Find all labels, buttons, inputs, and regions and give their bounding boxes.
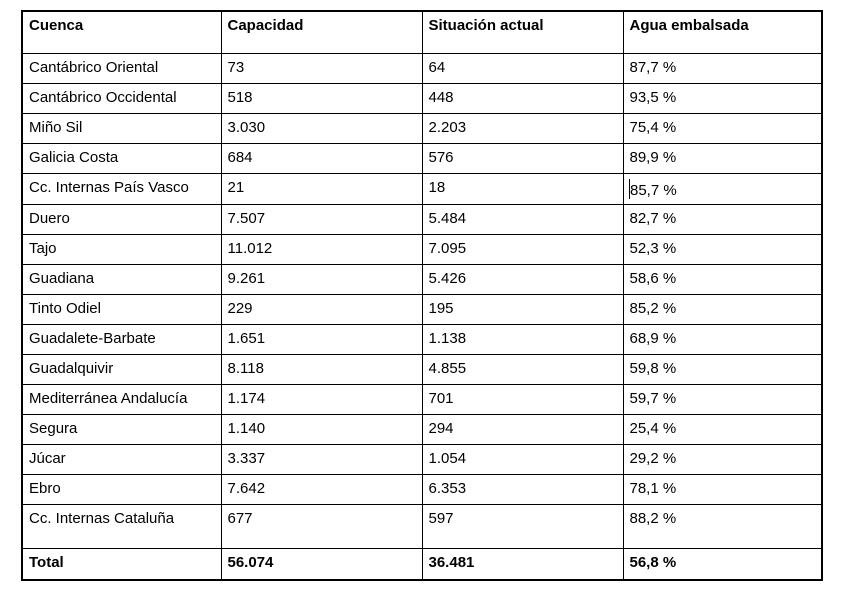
cell-capacidad[interactable]: 1.651	[220, 324, 423, 355]
cell-cuenca[interactable]: Guadiana	[21, 264, 222, 295]
table-row-cantabrico-oriental: Cantábrico Oriental 73 64 87,7 %	[21, 53, 823, 84]
cell-cuenca[interactable]: Cc. Internas País Vasco	[21, 173, 222, 205]
table-row-guadalquivir: Guadalquivir 8.118 4.855 59,8 %	[21, 354, 823, 385]
table-row-guadalete-barbate: Guadalete-Barbate 1.651 1.138 68,9 %	[21, 324, 823, 355]
cell-agua-embalsada[interactable]: 78,1 %	[622, 474, 823, 505]
cell-agua-embalsada[interactable]: 59,7 %	[622, 384, 823, 415]
cell-situacion-actual[interactable]: 1.138	[421, 324, 624, 355]
cell-capacidad[interactable]: 518	[220, 83, 423, 114]
cell-capacidad[interactable]: 229	[220, 294, 423, 325]
cell-capacidad[interactable]: 8.118	[220, 354, 423, 385]
cell-cuenca[interactable]: Guadalquivir	[21, 354, 222, 385]
text-cursor	[628, 179, 630, 199]
total-cell-capacidad[interactable]: 56.074	[220, 548, 423, 581]
cell-agua-embalsada[interactable]: 75,4 %	[622, 113, 823, 144]
column-header-cuenca[interactable]: Cuenca	[21, 10, 222, 54]
cell-situacion-actual[interactable]: 4.855	[421, 354, 624, 385]
cell-capacidad[interactable]: 21	[220, 173, 423, 205]
cell-situacion-actual[interactable]: 597	[421, 504, 624, 549]
cell-cuenca[interactable]: Galicia Costa	[21, 143, 222, 174]
cell-capacidad[interactable]: 1.140	[220, 414, 423, 445]
cell-agua-embalsada[interactable]: 85,7 %	[622, 173, 823, 205]
table-row-cc-internas-pais-vasco: Cc. Internas País Vasco 21 18 85,7 %	[21, 173, 823, 205]
cell-capacidad[interactable]: 73	[220, 53, 423, 84]
cell-cuenca[interactable]: Tinto Odiel	[21, 294, 222, 325]
total-cell-agua-embalsada[interactable]: 56,8 %	[622, 548, 823, 581]
total-cell-situacion-actual[interactable]: 36.481	[421, 548, 624, 581]
cell-cuenca[interactable]: Cantábrico Oriental	[21, 53, 222, 84]
cell-capacidad[interactable]: 677	[220, 504, 423, 549]
cell-capacidad[interactable]: 9.261	[220, 264, 423, 295]
cell-cuenca[interactable]: Júcar	[21, 444, 222, 475]
cell-agua-embalsada[interactable]: 93,5 %	[622, 83, 823, 114]
cell-cuenca[interactable]: Segura	[21, 414, 222, 445]
cell-capacidad[interactable]: 11.012	[220, 234, 423, 265]
cell-situacion-actual[interactable]: 195	[421, 294, 624, 325]
cell-situacion-actual[interactable]: 18	[421, 173, 624, 205]
cell-agua-embalsada[interactable]: 82,7 %	[622, 204, 823, 235]
cell-cuenca[interactable]: Tajo	[21, 234, 222, 265]
table-row-tinto-odiel: Tinto Odiel 229 195 85,2 %	[21, 294, 823, 325]
cell-situacion-actual[interactable]: 2.203	[421, 113, 624, 144]
table-row-ebro: Ebro 7.642 6.353 78,1 %	[21, 474, 823, 505]
cell-agua-embalsada[interactable]: 88,2 %	[622, 504, 823, 549]
cell-cuenca[interactable]: Ebro	[21, 474, 222, 505]
table-row-mediterranea-andalucia: Mediterránea Andalucía 1.174 701 59,7 %	[21, 384, 823, 415]
cell-capacidad[interactable]: 3.030	[220, 113, 423, 144]
table-row-cantabrico-occidental: Cantábrico Occidental 518 448 93,5 %	[21, 83, 823, 114]
cell-capacidad[interactable]: 7.642	[220, 474, 423, 505]
cell-situacion-actual[interactable]: 576	[421, 143, 624, 174]
cell-agua-embalsada[interactable]: 58,6 %	[622, 264, 823, 295]
cell-agua-embalsada[interactable]: 25,4 %	[622, 414, 823, 445]
table-row-segura: Segura 1.140 294 25,4 %	[21, 414, 823, 445]
cell-cuenca[interactable]: Cc. Internas Cataluña	[21, 504, 222, 549]
cell-situacion-actual[interactable]: 5.426	[421, 264, 624, 295]
total-cell-cuenca[interactable]: Total	[21, 548, 222, 581]
table-row-cc-internas-cataluna: Cc. Internas Cataluña 677 597 88,2 %	[21, 504, 823, 549]
cell-agua-embalsada[interactable]: 52,3 %	[622, 234, 823, 265]
column-header-situacion-actual[interactable]: Situación actual	[421, 10, 624, 54]
table-row-mino-sil: Miño Sil 3.030 2.203 75,4 %	[21, 113, 823, 144]
cell-agua-embalsada[interactable]: 87,7 %	[622, 53, 823, 84]
cell-situacion-actual[interactable]: 1.054	[421, 444, 624, 475]
cell-cuenca[interactable]: Miño Sil	[21, 113, 222, 144]
cell-cuenca[interactable]: Cantábrico Occidental	[21, 83, 222, 114]
table-row-galicia-costa: Galicia Costa 684 576 89,9 %	[21, 143, 823, 174]
cell-agua-embalsada[interactable]: 68,9 %	[622, 324, 823, 355]
cell-capacidad[interactable]: 7.507	[220, 204, 423, 235]
cell-situacion-actual[interactable]: 7.095	[421, 234, 624, 265]
cell-cuenca[interactable]: Mediterránea Andalucía	[21, 384, 222, 415]
cell-situacion-actual[interactable]: 294	[421, 414, 624, 445]
cell-capacidad[interactable]: 3.337	[220, 444, 423, 475]
cell-situacion-actual[interactable]: 64	[421, 53, 624, 84]
table-row-duero: Duero 7.507 5.484 82,7 %	[21, 204, 823, 235]
cell-capacidad[interactable]: 684	[220, 143, 423, 174]
cell-cuenca[interactable]: Guadalete-Barbate	[21, 324, 222, 355]
column-header-agua-embalsada[interactable]: Agua embalsada	[622, 10, 823, 54]
cell-capacidad[interactable]: 1.174	[220, 384, 423, 415]
cell-agua-embalsada[interactable]: 59,8 %	[622, 354, 823, 385]
cell-agua-embalsada[interactable]: 29,2 %	[622, 444, 823, 475]
table-row-tajo: Tajo 11.012 7.095 52,3 %	[21, 234, 823, 265]
water-reservoir-table: Cuenca Capacidad Situación actual Agua emba…	[21, 10, 823, 581]
column-header-capacidad[interactable]: Capacidad	[220, 10, 423, 54]
cell-agua-embalsada[interactable]: 85,2 %	[622, 294, 823, 325]
cell-cuenca[interactable]: Duero	[21, 204, 222, 235]
header-row: Cuenca Capacidad Situación actual Agua emba…	[21, 10, 823, 54]
cell-agua-embalsada[interactable]: 89,9 %	[622, 143, 823, 174]
cell-situacion-actual[interactable]: 6.353	[421, 474, 624, 505]
cell-situacion-actual[interactable]: 5.484	[421, 204, 624, 235]
table-row-guadiana: Guadiana 9.261 5.426 58,6 %	[21, 264, 823, 295]
total-row: Total 56.074 36.481 56,8 %	[21, 548, 823, 581]
cell-situacion-actual[interactable]: 448	[421, 83, 624, 114]
table-row-jucar: Júcar 3.337 1.054 29,2 %	[21, 444, 823, 475]
cell-situacion-actual[interactable]: 701	[421, 384, 624, 415]
